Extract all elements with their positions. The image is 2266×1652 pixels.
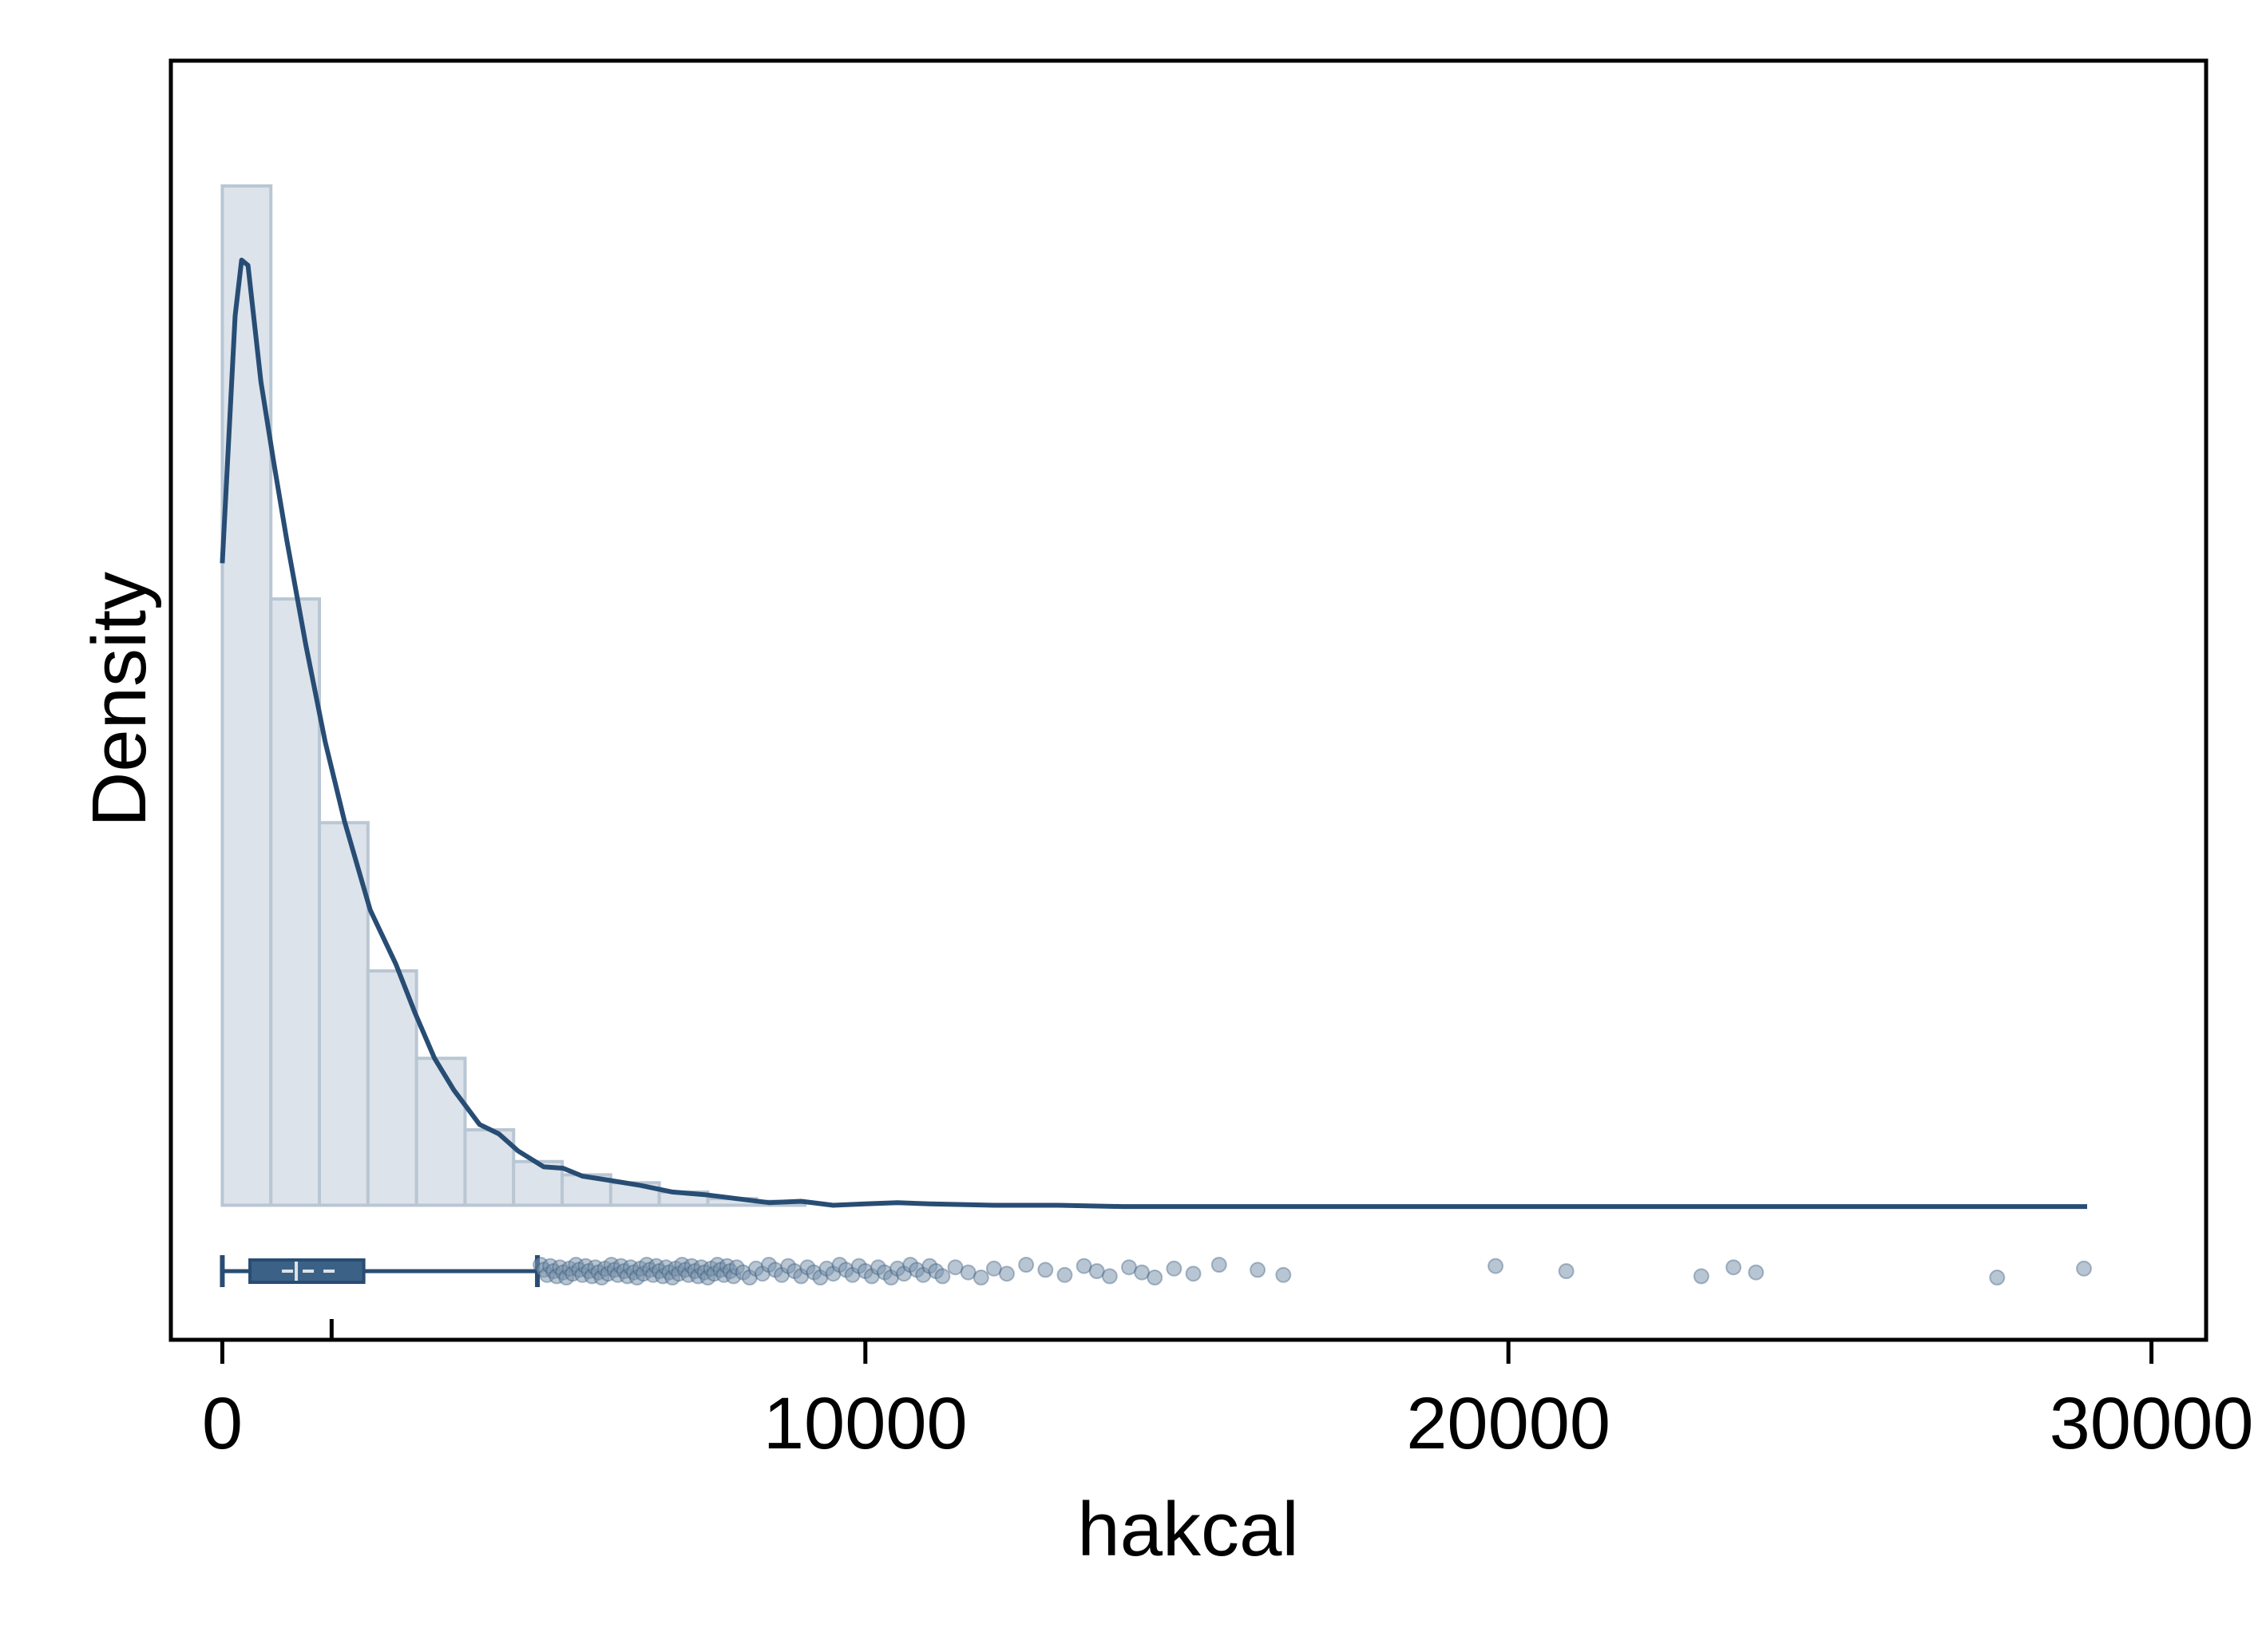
x-tick-label: 30000 xyxy=(2050,1383,2254,1464)
outlier-point xyxy=(1275,1266,1292,1283)
histogram-bar xyxy=(366,969,418,1207)
outlier-point xyxy=(1056,1266,1073,1283)
x-axis: 0 10000 20000 30000 xyxy=(202,1319,2254,1464)
y-axis-title: Density xyxy=(77,572,162,827)
outlier-point xyxy=(1250,1262,1266,1278)
outlier-point xyxy=(1101,1268,1118,1285)
outlier-point xyxy=(1076,1258,1092,1274)
outlier-point xyxy=(1558,1263,1575,1279)
outlier-point xyxy=(1725,1259,1742,1276)
outlier-point xyxy=(960,1264,977,1281)
density-curve-group xyxy=(220,257,2087,1210)
x-tick-label: 0 xyxy=(202,1383,243,1464)
density-curve-line xyxy=(220,257,2087,1210)
outlier-point xyxy=(1488,1258,1504,1274)
outlier-points xyxy=(533,1257,2092,1286)
outlier-point xyxy=(1185,1266,1202,1282)
outlier-point xyxy=(1693,1268,1709,1285)
outlier-point xyxy=(2075,1260,2092,1277)
x-axis-title: hakcal xyxy=(1077,1487,1299,1572)
outlier-point xyxy=(985,1260,1002,1277)
histogram-bar xyxy=(414,1056,467,1207)
outlier-point xyxy=(1134,1264,1151,1281)
outlier-point xyxy=(998,1266,1015,1282)
outlier-point xyxy=(1121,1259,1138,1276)
x-tick-label: 10000 xyxy=(763,1383,968,1464)
plot-frame xyxy=(168,58,2209,1342)
outlier-point xyxy=(1088,1263,1105,1279)
histogram-bar xyxy=(318,821,370,1207)
outlier-point xyxy=(947,1259,964,1276)
outlier-point xyxy=(1018,1257,1035,1273)
boxplot xyxy=(220,1255,541,1287)
outlier-point xyxy=(973,1270,989,1286)
histogram-bar xyxy=(220,184,273,1207)
x-tick-label: 20000 xyxy=(1406,1383,1610,1464)
outlier-point xyxy=(1748,1264,1765,1281)
outlier-point xyxy=(1037,1262,1054,1278)
outlier-point xyxy=(1147,1270,1163,1286)
outlier-point xyxy=(1989,1270,2006,1286)
outlier-point xyxy=(1210,1257,1227,1273)
outlier-point xyxy=(1166,1260,1183,1277)
outlier-point xyxy=(934,1268,951,1285)
histogram-bar xyxy=(269,597,322,1207)
